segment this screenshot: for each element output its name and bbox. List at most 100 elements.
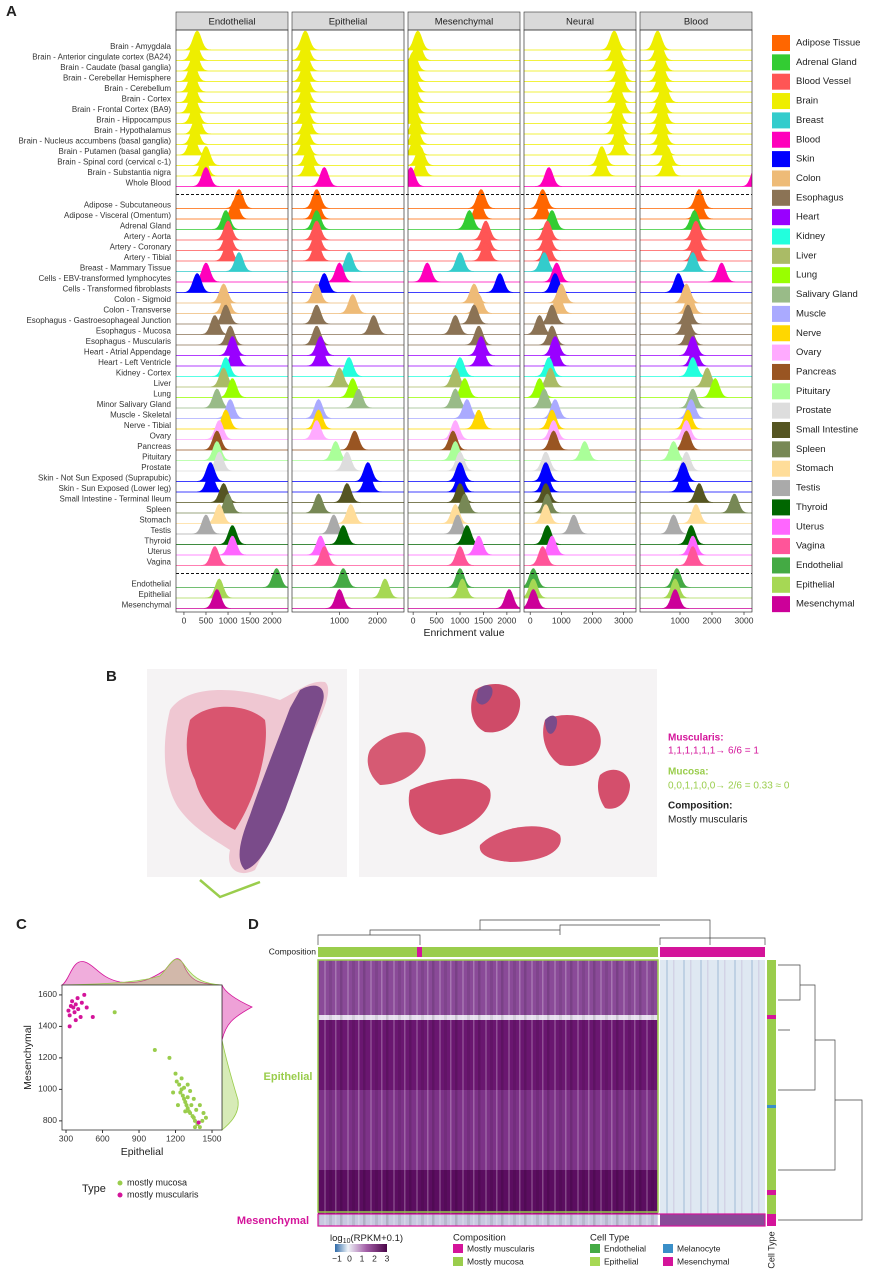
ridge [524, 504, 636, 524]
ridge [176, 167, 288, 187]
ridge [176, 262, 288, 283]
facet-frame [407, 29, 521, 613]
legend-label: Ovary [796, 347, 822, 358]
legend-swatch [590, 1257, 600, 1266]
ridge [640, 336, 752, 356]
row-label: Brain - Cerebellum [104, 84, 171, 93]
ridge [176, 409, 288, 430]
panel-label: D [248, 916, 259, 933]
ridge [176, 525, 288, 545]
y-tick-label: 1000 [38, 1084, 57, 1094]
ridge [408, 525, 520, 545]
ridge [640, 367, 752, 388]
ridge [408, 462, 520, 482]
row-label: Cells - Transformed fibroblasts [63, 285, 171, 294]
ridge [408, 241, 520, 262]
row-label: Esophagus - Gastroesophageal Junction [26, 316, 171, 325]
ridge [640, 451, 752, 472]
point [180, 1093, 185, 1098]
ridge [292, 514, 404, 535]
legend-swatch [772, 54, 790, 71]
ridge [640, 503, 752, 524]
legend-label: mostly mucosa [127, 1177, 187, 1187]
row-label: Mesenchymal [122, 601, 172, 610]
ridge [176, 430, 288, 451]
row-label: Colon - Sigmoid [114, 295, 171, 304]
ridge [524, 493, 636, 514]
point [197, 1125, 202, 1130]
facet-panel [640, 30, 752, 609]
legend-label: Lung [796, 270, 817, 281]
point [196, 1120, 201, 1125]
legend-label: Brain [796, 96, 818, 107]
scale-tick-label: 0 [347, 1253, 352, 1263]
legend-label: Adipose Tissue [796, 38, 860, 49]
ridge [640, 399, 752, 419]
x-tick-label: 3000 [614, 615, 633, 625]
point [191, 1096, 196, 1101]
ridge [176, 210, 288, 230]
x-tick-label: 1200 [166, 1133, 185, 1143]
ridge [408, 93, 520, 114]
ridge [176, 104, 288, 124]
row-label: Cells - EBV-transformed lymphocytes [39, 274, 172, 283]
ridge [292, 398, 404, 419]
legend-label: Blood Vessel [796, 76, 851, 87]
ridge [292, 430, 404, 451]
ridge [176, 325, 288, 346]
ridge [524, 578, 636, 599]
ridge [176, 346, 288, 367]
row-label: Breast - Mammary Tissue [80, 264, 172, 273]
row-label: Thyroid [144, 537, 171, 546]
ridge [640, 535, 752, 556]
x-tick-label: 1500 [241, 615, 260, 625]
x-tick-label: 2000 [368, 615, 387, 625]
point [189, 1103, 194, 1108]
ridge [292, 294, 404, 314]
legend-label: Endothelial [604, 1243, 646, 1253]
ridge [176, 135, 288, 156]
ridge [408, 283, 520, 304]
ridge [408, 568, 520, 588]
ridge [524, 273, 636, 293]
ridge [524, 252, 636, 272]
ridge [176, 220, 288, 241]
ridge [176, 546, 288, 566]
facet-panel [408, 30, 520, 609]
panel-label: C [16, 916, 27, 933]
legend-swatch [772, 228, 790, 245]
legend-label: Mostly muscularis [467, 1243, 535, 1253]
ridge [408, 199, 520, 220]
legend-marker [117, 1180, 123, 1186]
ridge [408, 304, 520, 325]
ridge [408, 325, 520, 346]
facet-title: Mesenchymal [435, 17, 494, 28]
ridge [176, 304, 288, 325]
row-label: Vagina [147, 558, 172, 567]
x-tick-label: 2000 [583, 615, 602, 625]
legend-label: Spleen [796, 444, 826, 455]
row-label: Colon - Transverse [103, 306, 171, 315]
composition-value: Mostly muscularis [668, 815, 747, 826]
ridge [292, 545, 404, 566]
ridge [524, 72, 636, 93]
ridge [524, 114, 636, 135]
ridge [408, 504, 520, 524]
ridge [292, 272, 404, 293]
mucosa-title: Mucosa: [668, 767, 709, 778]
row-label: Epithelial [139, 590, 172, 599]
legend-swatch [772, 131, 790, 148]
legend-swatch [772, 363, 790, 380]
ridge [176, 156, 288, 177]
row-label: Spleen [146, 505, 171, 514]
ridge [524, 231, 636, 251]
ridge [524, 30, 636, 51]
row-label: Brain - Cerebellar Hemisphere [63, 74, 172, 83]
row-label: Artery - Tibial [124, 253, 171, 262]
ridge [408, 156, 520, 177]
x-tick-label: 1000 [451, 615, 470, 625]
legend-swatch [772, 480, 790, 497]
ridge [524, 589, 636, 609]
scale-tick-label: 2 [372, 1253, 377, 1263]
legend-swatch [772, 209, 790, 226]
